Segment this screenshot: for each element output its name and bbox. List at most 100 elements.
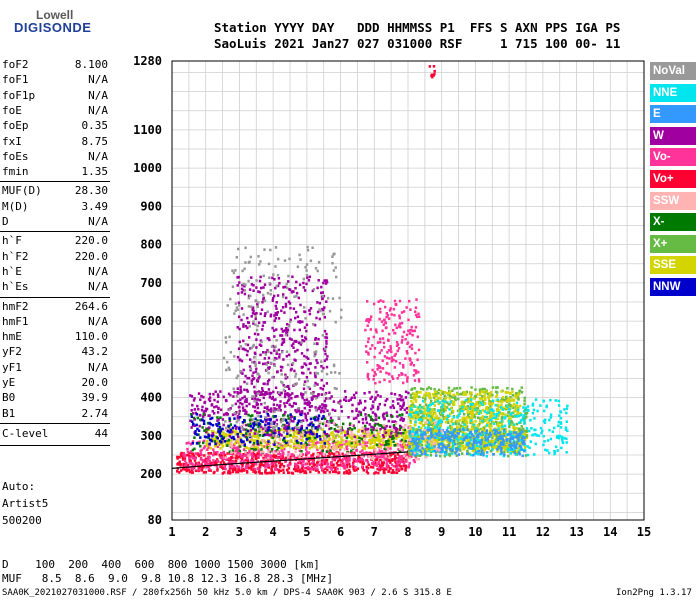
echo-point [435,394,438,398]
echo-point [485,429,488,432]
echo-point [466,443,469,447]
param-name: B0 [2,391,16,405]
echo-point [284,328,287,332]
echo-point [357,430,360,433]
echo-point [263,283,267,286]
echo-point [426,387,429,391]
echo-point [320,378,323,382]
echo-point [408,461,411,465]
echo-point [273,398,276,402]
echo-point [306,432,310,436]
echo-point [263,406,266,409]
echo-point [446,440,449,443]
echo-point [439,419,442,422]
echo-point [293,358,296,362]
echo-point [250,276,253,279]
echo-point [274,316,277,320]
echo-point [526,405,530,408]
echo-point [305,376,309,379]
echo-point [257,321,261,325]
echo-point [456,392,459,396]
echo-point [385,411,388,415]
echo-point [249,460,252,463]
echo-point [271,276,274,280]
echo-point [490,416,494,419]
echo-point [215,405,218,408]
echo-point [321,434,324,438]
echo-point [480,441,483,445]
echo-point [387,332,391,336]
echo-point [510,444,514,447]
echo-point [423,400,427,404]
echo-point [344,431,347,434]
echo-point [444,400,447,404]
echo-point [236,284,239,287]
echo-point [457,422,461,425]
echo-point [426,405,429,408]
echo-point [243,388,246,392]
echo-point [430,446,433,449]
echo-point [419,454,422,457]
echo-point [365,470,369,474]
echo-point [433,408,436,411]
echo-point [477,435,480,439]
echo-point [343,471,346,475]
echo-point [458,412,461,415]
echo-point [323,329,327,333]
echo-point [267,356,271,360]
echo-point [303,289,307,292]
echo-point [268,378,271,382]
echo-point [374,422,377,426]
echo-point [402,457,405,460]
echo-point [312,440,315,443]
echo-point [484,447,488,450]
echo-point [232,395,235,398]
echo-point [479,403,482,406]
echo-point [469,436,472,439]
echo-point [364,399,367,403]
echo-point [467,400,470,404]
echo-point [243,380,246,384]
echo-point [252,322,255,325]
echo-point [369,453,372,457]
echo-point [393,354,396,357]
echo-point [262,459,266,462]
echo-point [314,433,317,436]
echo-point [217,395,220,398]
echo-point [346,431,349,434]
echo-point [294,402,297,405]
echo-point [292,428,295,432]
echo-point [404,434,408,437]
echo-point [412,439,416,442]
echo-point [509,432,512,436]
echo-point [478,404,481,408]
echo-point [234,432,237,436]
echo-point [304,414,307,417]
echo-point [527,409,530,412]
echo-point [258,398,261,402]
echo-point [353,469,356,472]
echo-point [301,395,304,398]
echo-point [355,407,358,411]
echo-point [387,470,390,473]
echo-point [493,431,497,434]
echo-point [414,427,417,431]
echo-point [413,423,416,427]
echo-point [240,466,243,470]
echo-point [295,465,298,469]
echo-point [303,398,306,402]
echo-point [494,420,498,424]
echo-point [237,292,240,295]
echo-point [397,467,400,471]
echo-point [294,439,297,443]
echo-point [245,412,248,416]
echo-point [264,429,268,433]
echo-point [268,471,271,475]
echo-point [314,445,318,448]
echo-point [525,429,528,433]
echo-point [514,409,517,412]
echo-point [502,398,505,402]
echo-point [425,416,428,420]
echo-point [240,287,244,291]
echo-point [314,395,317,398]
